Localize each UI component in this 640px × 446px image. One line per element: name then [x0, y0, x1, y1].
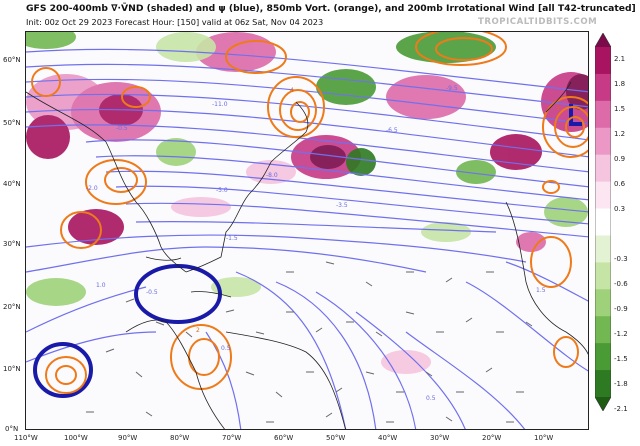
- psi-label: -9.5: [446, 85, 458, 92]
- colorbar: [595, 33, 611, 411]
- map-title: GFS 200-400mb ∇·V̄ND (shaded) and ψ (blu…: [26, 3, 636, 14]
- lat-label: 30°N: [3, 240, 21, 248]
- psi-label: 0.5: [221, 345, 231, 352]
- irrotational-wind-arrows: [86, 261, 533, 423]
- psi-label: -8.0: [266, 172, 278, 179]
- colorbar-cell: [595, 208, 611, 236]
- vorticity-contours: [31, 32, 588, 394]
- lon-label: 110°W: [14, 434, 38, 442]
- colorbar-cell: [595, 235, 611, 263]
- colorbar-tick: -1.2: [614, 330, 628, 338]
- lon-label: 50°W: [326, 434, 346, 442]
- psi-label: -2.0: [86, 185, 98, 192]
- streamfunction-contours: [26, 48, 588, 429]
- map-panel: -11.0 -9.5 -8.0 -6.5 -5.0 -3.5 -2.0 -1.5…: [25, 31, 589, 430]
- lat-label: 10°N: [3, 365, 21, 373]
- colorbar-tick: 1.8: [614, 80, 626, 88]
- colorbar-cell: [595, 127, 611, 156]
- psi-contour-labels: -11.0 -9.5 -8.0 -6.5 -5.0 -3.5 -2.0 -1.5…: [86, 85, 546, 402]
- psi-label: -1.5: [226, 235, 238, 242]
- psi-label: -11.0: [212, 101, 228, 108]
- colorbar-tick: 2.1: [614, 55, 626, 63]
- colorbar-cell: [595, 397, 611, 411]
- lat-label: 20°N: [3, 303, 21, 311]
- colorbar-tick: 1.2: [614, 130, 626, 138]
- psi-label: -0.5: [116, 125, 128, 132]
- colorbar-tick: 0.6: [614, 180, 626, 188]
- colorbar-cell: [595, 100, 611, 129]
- lat-label: 0°N: [5, 425, 19, 433]
- colorbar-cell: [595, 33, 611, 47]
- vorticity-label: 4: [290, 87, 294, 94]
- colorbar-tick: -0.9: [614, 305, 628, 313]
- colorbar-cell: [595, 343, 611, 371]
- psi-label: 1.5: [536, 287, 546, 294]
- lon-label: 20°W: [482, 434, 502, 442]
- colorbar-cell: [595, 289, 611, 317]
- colorbar-cell: [595, 154, 611, 183]
- psi-label: -6.5: [386, 127, 398, 134]
- colorbar-tick: 0.9: [614, 155, 626, 163]
- colorbar-cell: [595, 370, 611, 398]
- vorticity-label: 2: [196, 327, 200, 334]
- colorbar-tick: -0.6: [614, 280, 628, 288]
- colorbar-cell: [595, 181, 611, 210]
- colorbar-tick: 1.5: [614, 105, 626, 113]
- psi-label: -0.5: [146, 289, 158, 296]
- lat-label: 60°N: [3, 56, 21, 64]
- lon-label: 70°W: [222, 434, 242, 442]
- colorbar-tick: 0.3: [614, 205, 626, 213]
- lon-label: 80°W: [170, 434, 190, 442]
- psi-label: -3.5: [336, 202, 348, 209]
- vorticity-label: 3: [556, 105, 560, 112]
- lon-label: 40°W: [378, 434, 398, 442]
- colorbar-tick: -0.3: [614, 255, 628, 263]
- psi-label: 1.0: [96, 282, 106, 289]
- colorbar-tick: -2.1: [614, 405, 628, 413]
- lat-label: 40°N: [3, 180, 21, 188]
- psi-label: -5.0: [216, 187, 228, 194]
- colorbar-tick: -1.8: [614, 380, 628, 388]
- lon-label: 90°W: [118, 434, 138, 442]
- map-canvas: -11.0 -9.5 -8.0 -6.5 -5.0 -3.5 -2.0 -1.5…: [26, 32, 588, 429]
- lon-label: 100°W: [64, 434, 88, 442]
- colorbar-cell: [595, 316, 611, 344]
- colorbar-tick: -1.5: [614, 355, 628, 363]
- colorbar-cell: [595, 47, 611, 75]
- vorticity-contour-labels: 4 3 2: [196, 87, 560, 334]
- psi-label: 0.5: [426, 395, 436, 402]
- colorbar-cells: [595, 33, 611, 411]
- lat-label: 50°N: [3, 119, 21, 127]
- map-subtitle: Init: 00z Oct 29 2023 Forecast Hour: [15…: [26, 17, 324, 27]
- lon-label: 30°W: [430, 434, 450, 442]
- coastlines: [26, 81, 588, 429]
- colorbar-cell: [595, 262, 611, 290]
- lon-label: 60°W: [274, 434, 294, 442]
- brand-watermark: TROPICALTIDBITS.COM: [478, 17, 598, 27]
- lon-label: 10°W: [534, 434, 554, 442]
- colorbar-cell: [595, 73, 611, 102]
